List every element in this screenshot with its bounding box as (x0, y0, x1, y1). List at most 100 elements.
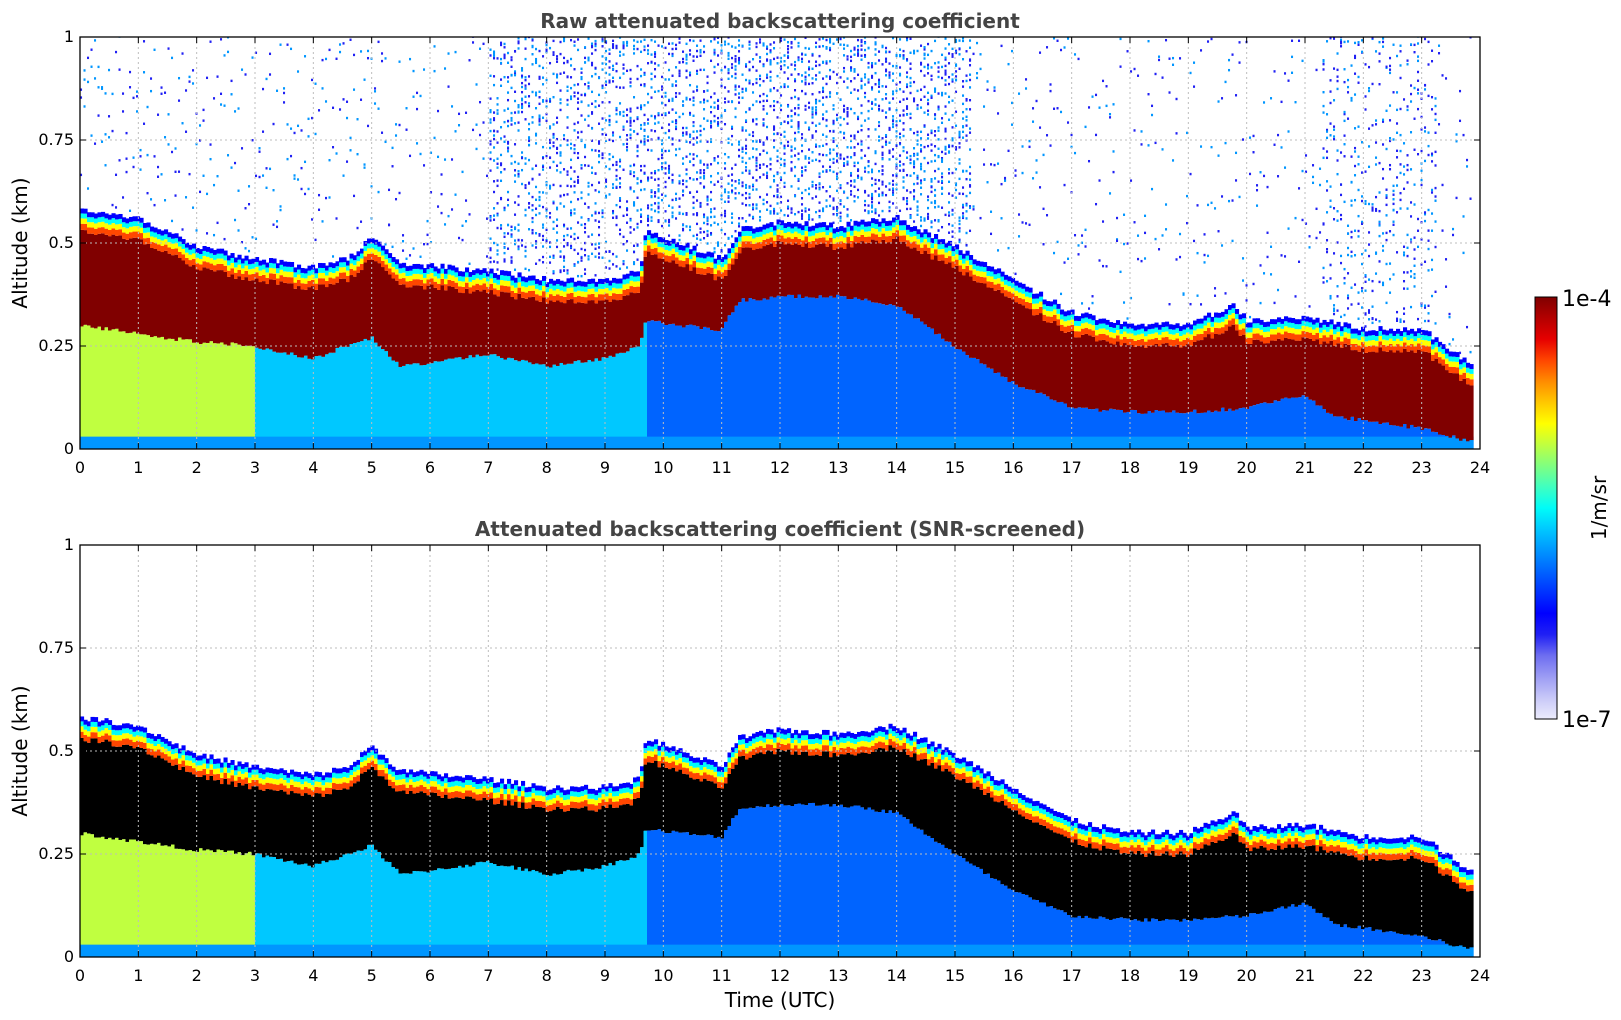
heatmap-noise-pixel (97, 114, 100, 117)
heatmap-noise-pixel (650, 208, 653, 211)
heatmap-noise-pixel (731, 235, 734, 238)
heatmap-noise-pixel (699, 159, 702, 162)
heatmap-layer-cell (619, 299, 624, 353)
heatmap-edge-cell (685, 257, 690, 265)
heatmap-lower-cell (563, 364, 568, 449)
heatmap-edge-cell (654, 248, 659, 255)
heatmap-edge-cell (108, 229, 113, 237)
heatmap-noise-pixel (587, 206, 590, 209)
heatmap-edge-cell (895, 230, 900, 237)
heatmap-surface-cell (678, 436, 683, 449)
heatmap-noise-pixel (738, 143, 741, 146)
heatmap-noise-pixel (829, 151, 832, 154)
heatmap-noise-pixel (556, 239, 559, 242)
heatmap-layer-cell (132, 237, 137, 332)
heatmap-noise-pixel (514, 201, 517, 204)
heatmap-noise-pixel (741, 126, 744, 130)
heatmap-noise-pixel (654, 68, 657, 71)
heatmap-edge-cell (279, 269, 284, 276)
heatmap-noise-pixel (689, 152, 692, 156)
heatmap-noise-pixel (650, 203, 653, 207)
heatmap-edge-cell (801, 230, 806, 236)
heatmap-noise-pixel (832, 157, 835, 161)
heatmap-noise-pixel (643, 73, 646, 76)
heatmap-noise-pixel (139, 168, 142, 171)
heatmap-noise-pixel (832, 107, 835, 111)
heatmap-noise-pixel (542, 66, 545, 70)
heatmap-noise-pixel (888, 76, 891, 79)
heatmap-edge-cell (797, 233, 802, 239)
heatmap-layer-cell (129, 238, 134, 333)
heatmap-noise-pixel (738, 140, 741, 143)
heatmap-surface-cell (738, 436, 743, 449)
heatmap-noise-pixel (451, 105, 454, 108)
heatmap-layer-cell (433, 287, 438, 362)
heatmap-edge-cell (437, 283, 442, 290)
heatmap-noise-pixel (724, 190, 727, 194)
heatmap-noise-pixel (930, 160, 933, 163)
heatmap-noise-pixel (927, 137, 930, 140)
heatmap-noise-pixel (927, 113, 930, 116)
heatmap-edge-cell (542, 280, 547, 286)
heatmap-noise-pixel (825, 60, 828, 63)
heatmap-edge-cell (174, 248, 179, 255)
heatmap-lower-cell (101, 330, 106, 449)
heatmap-edge-cell (496, 274, 501, 280)
heatmap-noise-pixel (822, 186, 825, 189)
heatmap-edge-cell (864, 231, 869, 237)
heatmap-noise-pixel (531, 116, 534, 119)
heatmap-layer-cell (853, 242, 858, 298)
heatmap-noise-pixel (678, 211, 681, 215)
heatmap-noise-pixel (598, 140, 601, 143)
heatmap-lower-cell (892, 305, 897, 449)
heatmap-noise-pixel (741, 184, 744, 187)
heatmap-edge-cell (682, 245, 687, 251)
heatmap-noise-pixel (552, 132, 555, 136)
heatmap-lower-cell (370, 336, 375, 449)
heatmap-surface-cell (755, 436, 760, 449)
heatmap-noise-pixel (825, 205, 828, 208)
heatmap-edge-cell (111, 228, 116, 235)
heatmap-noise-pixel (521, 97, 524, 101)
heatmap-layer-cell (360, 270, 365, 342)
heatmap-surface-cell (216, 436, 221, 449)
heatmap-noise-pixel (619, 50, 622, 54)
heatmap-noise-pixel (923, 219, 926, 222)
heatmap-edge-cell (692, 245, 697, 251)
heatmap-layer-cell (94, 234, 99, 329)
heatmap-edge-cell (773, 225, 778, 231)
heatmap-layer-cell (437, 289, 442, 362)
heatmap-noise-pixel (507, 119, 510, 123)
heatmap-noise-pixel (927, 161, 930, 165)
heatmap-noise-pixel (944, 64, 947, 68)
heatmap-noise-pixel (913, 172, 916, 175)
heatmap-noise-pixel (871, 64, 874, 67)
heatmap-surface-cell (363, 436, 368, 449)
heatmap-noise-pixel (885, 85, 888, 88)
heatmap-noise-pixel (818, 91, 821, 94)
heatmap-edge-cell (671, 248, 676, 255)
heatmap-noise-pixel (563, 56, 566, 60)
heatmap-noise-pixel (675, 198, 678, 202)
heatmap-edge-cell (178, 236, 183, 242)
heatmap-noise-pixel (843, 117, 846, 121)
heatmap-layer-cell (822, 243, 827, 298)
heatmap-lower-cell (188, 339, 193, 449)
heatmap-surface-cell (167, 436, 172, 449)
heatmap-noise-pixel (577, 136, 580, 139)
heatmap-lower-cell (622, 352, 627, 449)
heatmap-noise-pixel (626, 249, 629, 252)
heatmap-edge-cell (832, 233, 837, 239)
heatmap-lower-cell (311, 359, 316, 449)
heatmap-noise-pixel (678, 72, 681, 75)
heatmap-noise-pixel (731, 45, 734, 48)
heatmap-noise-pixel (675, 66, 678, 69)
heatmap-noise-pixel (608, 52, 611, 55)
heatmap-noise-pixel (825, 75, 828, 78)
heatmap-noise-pixel (857, 54, 860, 57)
heatmap-noise-pixel (517, 110, 520, 113)
heatmap-noise-pixel (867, 194, 870, 197)
heatmap-surface-cell (920, 436, 925, 449)
heatmap-noise-pixel (888, 128, 891, 131)
heatmap-edge-cell (283, 276, 288, 283)
